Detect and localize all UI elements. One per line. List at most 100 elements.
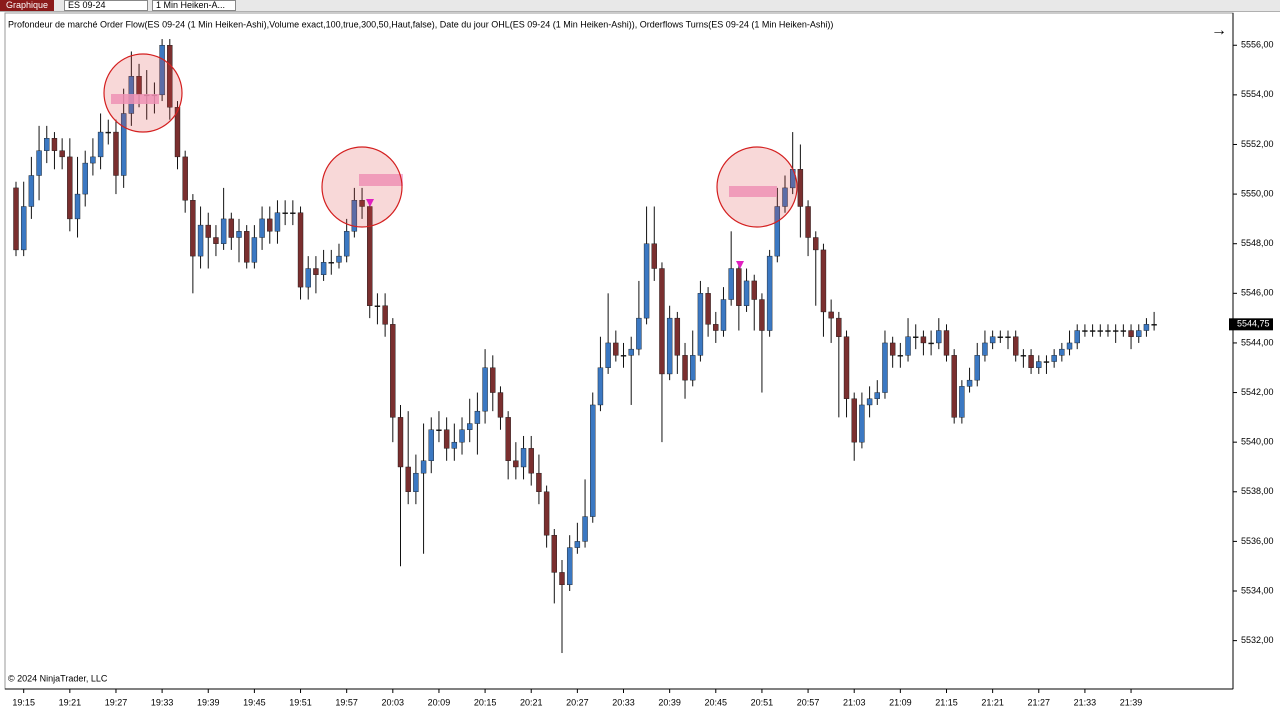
- candle-body: [1082, 330, 1088, 332]
- candle-body: [59, 150, 65, 158]
- interval-select[interactable]: 1 Min Heiken-A...: [152, 0, 236, 11]
- candle-body: [267, 218, 273, 232]
- candle-body: [436, 429, 442, 431]
- candle-body: [928, 342, 934, 345]
- candle-body: [636, 317, 642, 350]
- candle-body: [997, 336, 1004, 338]
- candle-body: [736, 268, 742, 306]
- candle-body: [97, 131, 104, 158]
- candle-body: [820, 249, 827, 313]
- toolbar: Graphique ES 09-24 1 Min Heiken-A...: [0, 0, 1280, 12]
- candle-body: [243, 231, 250, 263]
- y-tick-label: 5538,00: [1241, 486, 1274, 496]
- candle-body: [443, 429, 450, 449]
- candle-body: [574, 541, 581, 548]
- candle-body: [336, 255, 342, 263]
- candle-body: [913, 336, 919, 338]
- candle-body: [13, 187, 19, 251]
- candle-body: [359, 200, 365, 207]
- x-tick-label: 20:33: [612, 697, 635, 707]
- candle-body: [597, 367, 604, 406]
- y-tick-label: 5536,00: [1241, 536, 1274, 546]
- candle-body: [643, 243, 650, 319]
- candle-body: [620, 355, 627, 357]
- candle-body: [220, 218, 227, 244]
- candle-body: [305, 268, 311, 288]
- x-tick-label: 21:33: [1074, 697, 1097, 707]
- x-tick-label: 20:57: [797, 697, 820, 707]
- y-tick-label: 5550,00: [1241, 188, 1274, 198]
- candle-body: [420, 460, 427, 474]
- y-tick-label: 5546,00: [1241, 288, 1274, 298]
- candle-body: [90, 156, 96, 164]
- candle-body: [474, 410, 481, 424]
- candle-body: [989, 336, 996, 344]
- candle-body: [866, 398, 873, 406]
- y-tick-label: 5548,00: [1241, 238, 1274, 248]
- y-tick-label: 5534,00: [1241, 585, 1274, 595]
- candle-body: [290, 212, 296, 214]
- candle-body: [197, 224, 204, 257]
- candle-body: [28, 175, 35, 207]
- candle-body: [1089, 330, 1096, 332]
- x-tick-label: 20:27: [566, 697, 589, 707]
- candle-body: [782, 187, 788, 207]
- y-tick-label: 5544,00: [1241, 337, 1274, 347]
- candle-body: [797, 169, 804, 207]
- x-tick-label: 20:45: [705, 697, 728, 707]
- candle-body: [674, 317, 681, 356]
- candle-body: [36, 150, 42, 176]
- candle-body: [605, 342, 611, 368]
- y-tick-label: 5554,00: [1241, 89, 1274, 99]
- candle-body: [1043, 361, 1050, 363]
- candle-body: [520, 448, 527, 468]
- candle-body: [882, 342, 888, 393]
- candle-body: [713, 324, 719, 331]
- candle-body: [1120, 330, 1127, 332]
- candle-body: [1151, 324, 1157, 326]
- candle-body: [367, 206, 373, 306]
- candle-body: [974, 355, 980, 381]
- candle-body: [843, 336, 850, 399]
- candle-body: [297, 212, 304, 288]
- candle-body: [228, 218, 235, 238]
- signal-triangle: [736, 261, 744, 269]
- annotations: [103, 53, 798, 269]
- candle-body: [413, 472, 419, 492]
- candle-body: [1112, 330, 1119, 332]
- x-tick-label: 19:45: [243, 697, 266, 707]
- candle-body: [1128, 330, 1134, 337]
- candle-body: [159, 45, 165, 96]
- candle-body: [897, 355, 904, 357]
- candle-body: [628, 348, 634, 356]
- candle-body: [120, 113, 127, 176]
- candle-body: [374, 305, 381, 307]
- candle-body: [1074, 330, 1080, 344]
- candle-body: [982, 342, 988, 356]
- highlight-circle: [103, 53, 183, 133]
- arrow-button[interactable]: →: [1211, 22, 1227, 39]
- candle-body: [943, 330, 950, 356]
- x-tick-label: 19:57: [335, 697, 358, 707]
- x-tick-label: 20:15: [474, 697, 497, 707]
- candle-body: [482, 367, 488, 412]
- candle-body: [966, 379, 973, 387]
- candle-body: [1051, 355, 1057, 362]
- x-tick-label: 19:51: [289, 697, 312, 707]
- candle-body: [20, 206, 27, 251]
- candle-body: [651, 243, 657, 269]
- instrument-select[interactable]: ES 09-24: [64, 0, 148, 11]
- x-tick-label: 21:39: [1120, 697, 1143, 707]
- last-price-label: 5544,75: [1237, 319, 1270, 329]
- candle-body: [182, 156, 188, 201]
- candle-body: [805, 206, 811, 238]
- candle-body: [828, 311, 834, 319]
- candle-body: [82, 162, 88, 195]
- candle-body: [751, 280, 757, 300]
- candle-body: [813, 237, 819, 251]
- highlight-circle: [716, 146, 798, 228]
- candle-body: [343, 231, 350, 257]
- chart-tab[interactable]: Graphique: [0, 0, 55, 11]
